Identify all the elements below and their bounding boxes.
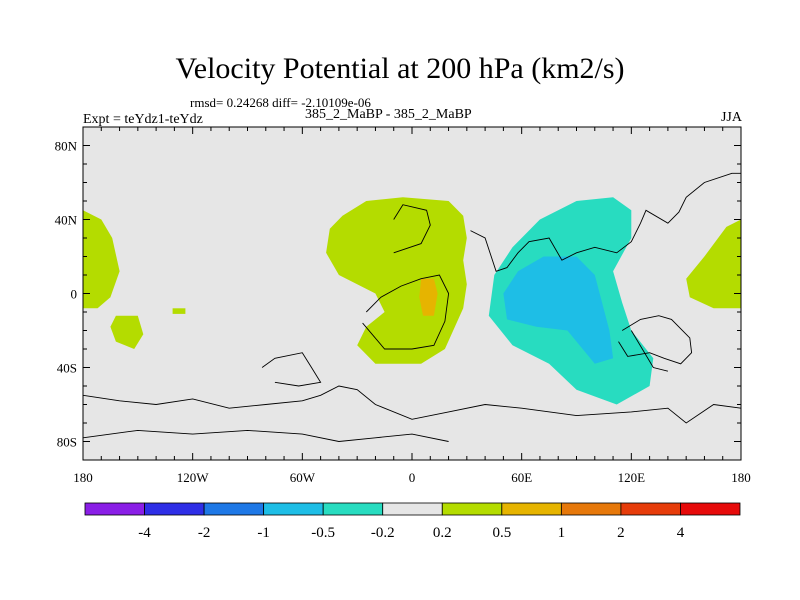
region-africa-positive-core <box>419 278 438 316</box>
region-east-pacific-positive-c <box>172 308 186 314</box>
subtitle-label: 385_2_MaBP - 385_2_MaBP <box>305 107 472 122</box>
colorbar-swatch <box>263 502 324 516</box>
region-west-pacific-positive-b <box>110 315 144 349</box>
y-tick-label: 0 <box>71 287 78 302</box>
colorbar-label: -2 <box>198 525 211 541</box>
colorbar-label: 4 <box>677 525 685 541</box>
y-tick-label: 40S <box>57 361 77 376</box>
coastline <box>630 330 669 372</box>
chart-title: Velocity Potential at 200 hPa (km2/s) <box>175 52 625 85</box>
region-africa-positive <box>326 197 467 364</box>
coastline <box>362 274 450 350</box>
x-tick-label: 0 <box>409 470 416 485</box>
x-tick-label: 60E <box>511 470 532 485</box>
x-tick-label: 60W <box>290 470 316 485</box>
colorbar-label: 1 <box>558 525 566 541</box>
colorbar-swatch <box>441 502 503 516</box>
region-west-pacific-positive-a <box>83 210 120 309</box>
colorbar-label: 2 <box>617 525 625 541</box>
colorbar-swatch <box>144 502 205 516</box>
colorbar-label: -4 <box>138 525 151 541</box>
colorbar-swatch <box>680 502 741 516</box>
region-east-pacific-positive-d <box>686 219 741 309</box>
coastline <box>83 429 449 442</box>
colorbar-swatch <box>382 502 443 516</box>
axes: 180 120W 60W 0 60E 120E 180 80N 40N 0 40S 80S <box>55 126 751 485</box>
colorbar-label: 0.2 <box>433 525 452 541</box>
coastline <box>261 352 322 387</box>
colorbar-swatch <box>560 502 622 516</box>
y-tick-label: 40N <box>55 213 78 228</box>
x-tick-label: 120W <box>177 470 210 485</box>
x-tick-label: 180 <box>731 470 751 485</box>
colorbar-swatch <box>322 502 384 516</box>
colorbar-swatch <box>203 502 265 516</box>
stats-line: rmsd= 0.24268 diff= -2.10109e-06 <box>190 95 371 110</box>
y-tick-label: 80S <box>57 435 77 450</box>
experiment-label: Expt = teYdz1-teYdz <box>83 112 203 127</box>
colorbar-label: 0.5 <box>492 525 511 541</box>
x-tick-label: 120E <box>618 470 646 485</box>
colorbar-swatch <box>501 502 562 516</box>
season-label: JJA <box>720 110 742 125</box>
colorbar-label: -0.5 <box>311 525 335 541</box>
x-tick-label: 180 <box>73 470 93 485</box>
y-tick-label: 80N <box>55 139 78 154</box>
coastline <box>470 172 741 272</box>
coastline <box>618 315 693 365</box>
coastline <box>393 204 431 254</box>
coastline <box>83 385 741 424</box>
colorbar-label: -0.2 <box>371 525 395 541</box>
colorbar-swatch <box>84 502 145 516</box>
colorbar: -4 -2 -1 -0.5 -0.2 0.2 0.5 1 2 4 <box>84 502 741 541</box>
region-indian-ocean-negative-core <box>503 256 614 364</box>
plot-area <box>83 127 741 460</box>
colorbar-label: -1 <box>257 525 270 541</box>
colorbar-swatch <box>620 502 681 516</box>
